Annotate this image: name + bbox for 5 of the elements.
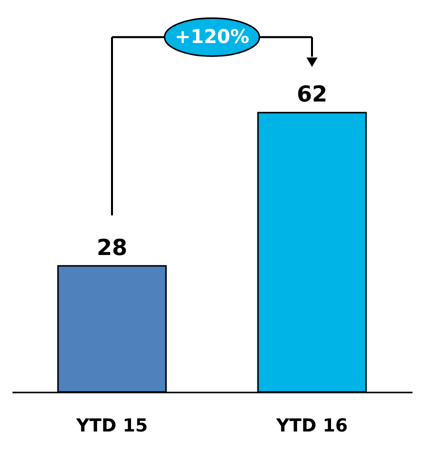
data-label: 62 [296, 82, 328, 108]
x-tick-label: YTD 15 [75, 416, 148, 436]
x-tick-label: YTD 16 [275, 416, 348, 436]
data-label: 28 [96, 236, 128, 261]
text: +120% [174, 26, 250, 48]
